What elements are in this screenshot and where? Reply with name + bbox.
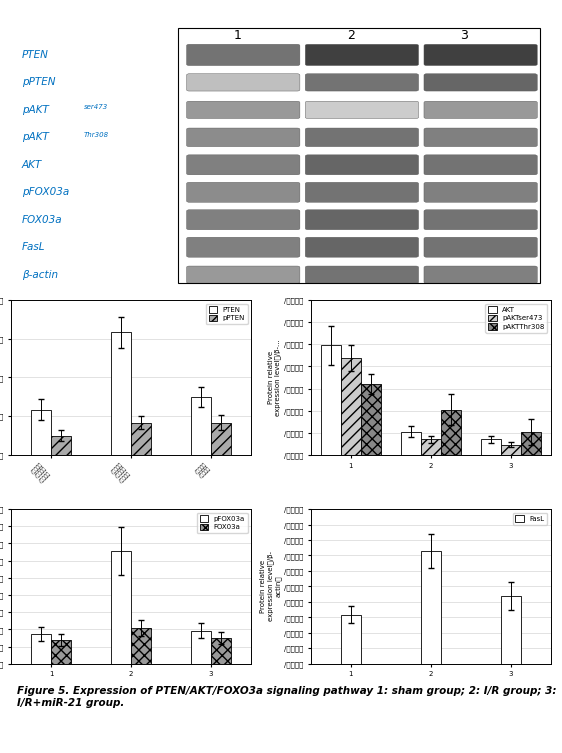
Text: AKT: AKT	[22, 160, 42, 170]
Y-axis label: Protein relative
expression level（/β-...: Protein relative expression level（/β-...	[268, 339, 281, 416]
Legend: pFOX03a, FOX03a: pFOX03a, FOX03a	[197, 513, 247, 533]
Text: FOX03a: FOX03a	[22, 215, 62, 224]
FancyBboxPatch shape	[424, 44, 537, 66]
FancyBboxPatch shape	[424, 101, 537, 118]
Bar	[401, 431, 421, 455]
FancyBboxPatch shape	[187, 182, 300, 203]
Bar	[51, 435, 71, 455]
Bar	[191, 630, 211, 664]
Bar	[501, 596, 521, 664]
Text: Thr308: Thr308	[84, 132, 109, 138]
FancyBboxPatch shape	[305, 155, 419, 175]
FancyBboxPatch shape	[305, 237, 419, 258]
FancyBboxPatch shape	[187, 128, 300, 147]
Bar	[441, 410, 461, 455]
Y-axis label: Protein relative
expression level（/β-
actin）: Protein relative expression level（/β- ac…	[260, 551, 281, 621]
Text: pAKT: pAKT	[22, 133, 49, 142]
Bar	[421, 440, 441, 455]
Bar	[321, 345, 341, 455]
Legend: AKT, pAKTser473, pAKTThr308: AKT, pAKTser473, pAKTThr308	[486, 303, 547, 333]
Text: ser473: ser473	[84, 104, 108, 110]
Text: 3: 3	[460, 29, 468, 42]
Bar	[341, 614, 361, 664]
Bar	[341, 358, 361, 455]
FancyBboxPatch shape	[424, 266, 537, 283]
FancyBboxPatch shape	[305, 101, 419, 118]
FancyBboxPatch shape	[187, 266, 300, 283]
FancyBboxPatch shape	[424, 237, 537, 258]
Text: 1: 1	[234, 29, 242, 42]
FancyBboxPatch shape	[305, 74, 419, 91]
FancyBboxPatch shape	[187, 101, 300, 118]
FancyBboxPatch shape	[187, 44, 300, 66]
FancyBboxPatch shape	[187, 74, 300, 91]
Text: FasL: FasL	[22, 242, 46, 252]
Text: pAKT: pAKT	[22, 105, 49, 115]
Legend: PTEN, pPTEN: PTEN, pPTEN	[206, 303, 247, 324]
Bar	[211, 638, 231, 664]
FancyBboxPatch shape	[424, 210, 537, 230]
FancyBboxPatch shape	[305, 266, 419, 283]
Text: PTEN: PTEN	[22, 50, 49, 60]
Bar	[51, 640, 71, 664]
Bar	[31, 410, 51, 455]
Bar	[131, 422, 151, 455]
FancyBboxPatch shape	[187, 237, 300, 258]
Bar	[481, 440, 501, 455]
Text: pPTEN: pPTEN	[22, 78, 56, 87]
FancyBboxPatch shape	[305, 44, 419, 66]
Bar	[421, 551, 441, 664]
Bar	[111, 550, 131, 664]
Bar	[111, 332, 131, 455]
Bar	[191, 397, 211, 455]
Text: pFOX03a: pFOX03a	[22, 187, 69, 197]
FancyBboxPatch shape	[424, 74, 537, 91]
FancyBboxPatch shape	[187, 210, 300, 230]
Bar	[521, 431, 541, 455]
Bar	[501, 444, 521, 455]
Bar	[31, 634, 51, 664]
Legend: FasL: FasL	[513, 513, 547, 525]
Text: Figure 5. Expression of PTEN/AKT/FOXO3a signaling pathway 1: sham group; 2: I/R : Figure 5. Expression of PTEN/AKT/FOXO3a …	[17, 686, 556, 708]
FancyBboxPatch shape	[305, 182, 419, 203]
FancyBboxPatch shape	[424, 155, 537, 175]
FancyBboxPatch shape	[187, 155, 300, 175]
Text: β-actin: β-actin	[22, 270, 58, 279]
Text: 2: 2	[347, 29, 355, 42]
FancyBboxPatch shape	[424, 128, 537, 147]
Bar	[211, 422, 231, 455]
FancyBboxPatch shape	[305, 128, 419, 147]
FancyBboxPatch shape	[424, 182, 537, 203]
Bar	[131, 628, 151, 664]
Bar	[361, 384, 381, 455]
FancyBboxPatch shape	[305, 210, 419, 230]
